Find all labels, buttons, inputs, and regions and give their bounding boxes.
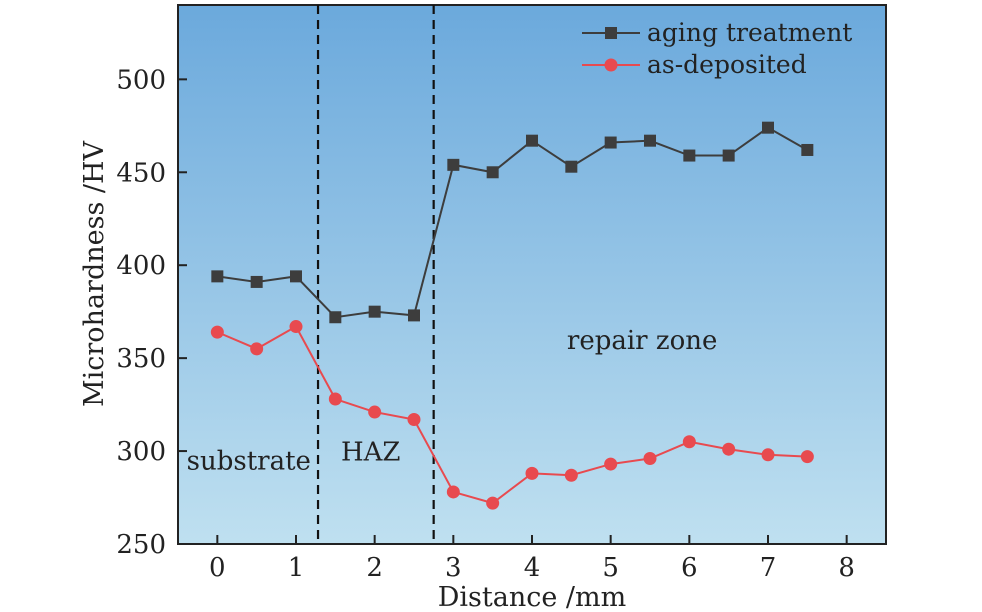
point-0-5 bbox=[408, 309, 420, 322]
y-tick-label-400: 400 bbox=[116, 251, 166, 281]
series-1 bbox=[210, 320, 814, 510]
point-0-7 bbox=[486, 166, 499, 179]
x-tick-label-8: 8 bbox=[838, 553, 855, 583]
point-1-14 bbox=[761, 448, 775, 462]
point-0-6 bbox=[447, 158, 460, 171]
point-0-14 bbox=[762, 121, 774, 134]
point-0-10 bbox=[604, 136, 617, 149]
zone-label-2: repair zone bbox=[567, 326, 717, 356]
point-1-1 bbox=[250, 342, 264, 356]
point-0-13 bbox=[722, 149, 735, 162]
point-1-4 bbox=[368, 405, 382, 419]
point-0-2 bbox=[290, 270, 302, 283]
point-0-1 bbox=[250, 275, 263, 288]
x-tick-label-2: 2 bbox=[366, 553, 383, 583]
point-0-0 bbox=[211, 270, 224, 283]
point-0-8 bbox=[526, 134, 538, 147]
series-line-0 bbox=[217, 126, 808, 319]
point-1-5 bbox=[407, 412, 421, 426]
x-tick-label-7: 7 bbox=[760, 553, 777, 583]
zone-label-1: HAZ bbox=[341, 437, 401, 467]
point-1-6 bbox=[446, 485, 460, 499]
x-axis-title: Distance /mm bbox=[438, 582, 626, 612]
y-axis-title: Microhardness /HV bbox=[79, 140, 110, 407]
x-tick-label-0: 0 bbox=[209, 553, 226, 583]
point-0-4 bbox=[368, 305, 381, 318]
x-tick-label-3: 3 bbox=[445, 553, 462, 583]
point-0-12 bbox=[683, 149, 696, 162]
point-0-3 bbox=[329, 311, 342, 324]
x-tick-label-5: 5 bbox=[602, 553, 619, 583]
point-1-15 bbox=[800, 450, 814, 464]
legend-label-0: aging treatment bbox=[647, 18, 852, 47]
legend-label-1: as-deposited bbox=[647, 50, 807, 79]
x-tick-label-6: 6 bbox=[681, 553, 698, 583]
point-1-9 bbox=[564, 468, 578, 482]
point-0-15 bbox=[801, 143, 814, 156]
y-tick-label-450: 450 bbox=[116, 158, 166, 188]
point-0-9 bbox=[565, 160, 578, 173]
y-tick-label-250: 250 bbox=[116, 530, 166, 560]
x-tick-label-4: 4 bbox=[524, 553, 541, 583]
y-tick-label-500: 500 bbox=[116, 65, 166, 95]
legend-marker-1 bbox=[604, 58, 618, 72]
series-line-1 bbox=[216, 325, 808, 505]
x-tick-label-1: 1 bbox=[288, 553, 305, 583]
point-1-10 bbox=[604, 457, 618, 471]
point-0-11 bbox=[644, 134, 656, 147]
y-tick-label-350: 350 bbox=[116, 344, 166, 374]
point-1-7 bbox=[486, 496, 500, 510]
point-1-12 bbox=[682, 435, 696, 449]
y-tick-label-300: 300 bbox=[116, 437, 166, 467]
series-0 bbox=[211, 121, 814, 324]
point-1-11 bbox=[643, 452, 657, 466]
legend-marker-0 bbox=[605, 27, 617, 39]
point-1-8 bbox=[525, 466, 539, 480]
point-1-2 bbox=[289, 320, 303, 334]
zone-label-0: substrate bbox=[187, 447, 311, 477]
point-1-0 bbox=[210, 325, 224, 339]
point-1-13 bbox=[722, 442, 736, 456]
point-1-3 bbox=[328, 392, 342, 406]
